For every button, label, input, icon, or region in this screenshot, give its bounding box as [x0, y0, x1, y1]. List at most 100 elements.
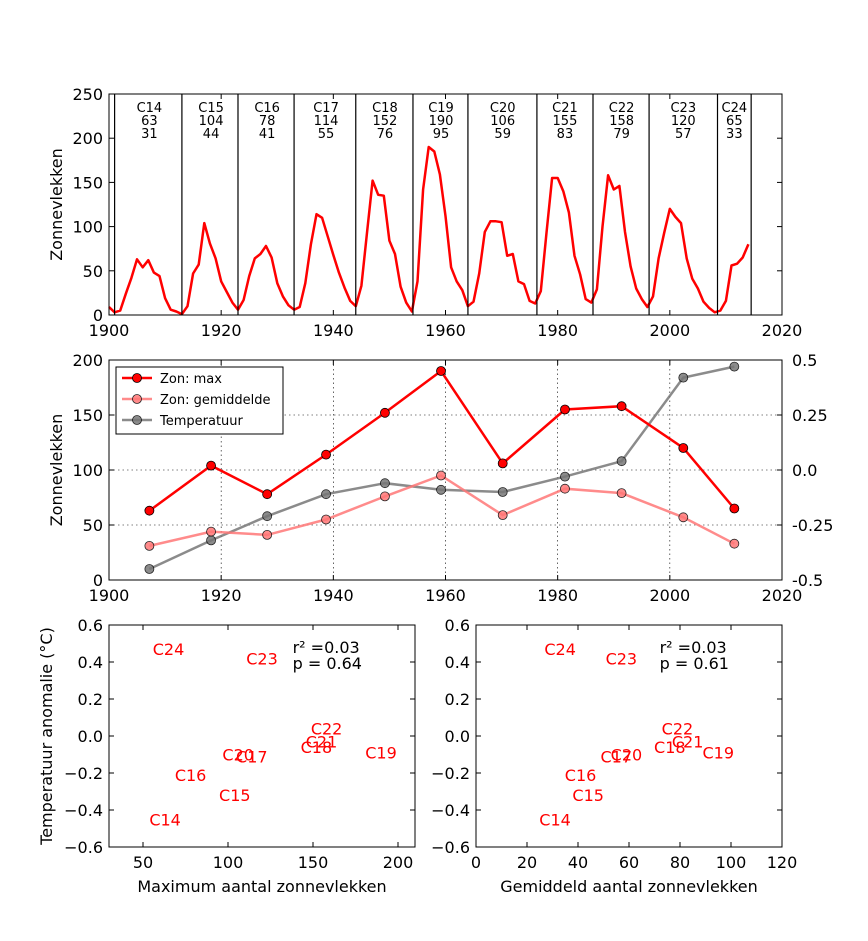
series-point [436, 484, 446, 495]
cycle-mean-label: 79 [613, 127, 630, 142]
legend-swatch-marker [132, 415, 142, 425]
scatter-point-label: C21 [672, 733, 704, 752]
cycle-max-label: 106 [490, 114, 515, 129]
x-tick-label: 2000 [649, 321, 690, 340]
x-tick-label: 0 [471, 853, 481, 872]
x-tick-label: 150 [298, 853, 329, 872]
series-point [144, 505, 155, 516]
cycle-max-label: 155 [553, 114, 578, 129]
x-axis-title: Maximum aantal zonnevlekken [137, 877, 386, 896]
scatter-point-label: C18 [301, 738, 333, 757]
cycle-mean-label: 76 [377, 127, 394, 142]
cycle-max-label: 114 [314, 114, 339, 129]
scatter-point-label: C17 [236, 747, 268, 766]
cycle-name-label: C20 [490, 101, 516, 116]
series-point [616, 456, 627, 467]
x-tick-label: 1920 [201, 321, 242, 340]
scatter-point-label: C22 [311, 720, 343, 739]
x-tick-label: 1900 [89, 586, 130, 605]
scatter-point-label: C19 [702, 744, 734, 763]
legend-label: Zon: max [160, 372, 222, 387]
x-tick-label: 1940 [313, 321, 354, 340]
sunspot-series-line [108, 145, 750, 316]
series-point [436, 470, 446, 481]
series-point [616, 401, 627, 412]
y-tick-label: 0 [93, 306, 103, 325]
x-tick-label: 60 [619, 853, 639, 872]
x-tick-label: 1900 [89, 321, 130, 340]
y-tick-label: 150 [72, 406, 103, 425]
series-point [144, 564, 155, 574]
y-tick-label: −0.2 [431, 764, 470, 783]
x-tick-label: 120 [767, 853, 798, 872]
y-tick-label: 0.6 [445, 616, 470, 635]
cycle-max-label: 63 [141, 114, 158, 129]
x-tick-label: 1980 [537, 321, 578, 340]
x-tick-label: 2020 [762, 321, 803, 340]
y-tick-label: 50 [83, 516, 103, 535]
cycle-mean-label: 55 [318, 127, 335, 142]
series-point [497, 458, 508, 469]
scatter-point-label: C16 [565, 766, 597, 785]
cycle-max-label: 158 [609, 114, 634, 129]
cycle-name-label: C19 [428, 101, 454, 116]
x-tick-label: 1940 [313, 586, 354, 605]
p-value-label: p = 0.64 [293, 654, 362, 673]
y-axis-title: Zonnevlekken [47, 414, 66, 527]
legend-swatch-marker [132, 373, 142, 383]
legend-swatch-marker [132, 394, 142, 404]
x-tick-label: 2000 [649, 586, 690, 605]
series-point [262, 511, 273, 522]
series-point [321, 449, 331, 460]
y-tick-label: 0.0 [445, 727, 470, 746]
scatter-point-label: C19 [365, 744, 397, 763]
cycle-name-label: C21 [552, 101, 578, 116]
series-point [380, 491, 390, 502]
scatter-point-label: C20 [611, 746, 643, 765]
x-axis-title: Gemiddeld aantal zonnevlekken [500, 877, 758, 896]
series-point [497, 487, 508, 497]
y-tick-label: 0.6 [78, 616, 103, 635]
y-tick-label: 0.4 [78, 653, 103, 672]
x-tick-label: 100 [213, 853, 244, 872]
y-tick-label: 0.0 [78, 727, 103, 746]
series-point [729, 361, 740, 372]
scatter-point-label: C15 [219, 786, 251, 805]
x-tick-label: 200 [383, 853, 414, 872]
y-tick-label: 200 [72, 129, 103, 148]
x-tick-label: 80 [670, 853, 690, 872]
series-point [678, 512, 689, 523]
y2-tick-label: 0.0 [792, 461, 817, 480]
series-point [321, 489, 331, 500]
scatter-mean-panel: 0 20 40 60 80 100 120 0.6 0.4 0.2 0.0 −0.2 −0.4 −0.6 C… [431, 616, 797, 896]
y-tick-label: 0 [93, 571, 103, 590]
x-tick-label: 40 [568, 853, 588, 872]
y-tick-label: 200 [72, 351, 103, 370]
y-tick-label: 250 [72, 85, 103, 104]
series-point [560, 471, 570, 482]
x-tick-label: 1920 [201, 586, 242, 605]
series-point [380, 478, 390, 489]
series-point [436, 366, 446, 376]
x-tick-label: 1960 [425, 321, 466, 340]
scatter-point-label: C16 [175, 766, 207, 785]
cycle-mean-label: 33 [726, 127, 743, 142]
y2-tick-label: -0.5 [792, 571, 823, 590]
cycle-name-label: C23 [670, 101, 696, 116]
series-point [144, 541, 155, 551]
cycle-max-label: 78 [259, 114, 276, 129]
series-point [262, 530, 273, 540]
y-axis-title: Temperatuur anomalie (°C) [37, 627, 56, 846]
series-point [560, 483, 570, 494]
p-value-label: p = 0.61 [660, 654, 729, 673]
cycle-mean-label: 83 [557, 127, 574, 142]
cycle-max-label: 190 [429, 114, 454, 129]
y-tick-label: 0.2 [78, 690, 103, 709]
series-point [616, 488, 627, 499]
r-squared-label: r² =0.03 [660, 638, 727, 657]
series-point [678, 372, 689, 383]
cycle-mean-label: 57 [675, 127, 692, 142]
scatter-point-label: C14 [539, 810, 571, 829]
series-point [497, 510, 508, 520]
cycle-name-label: C17 [313, 101, 339, 116]
